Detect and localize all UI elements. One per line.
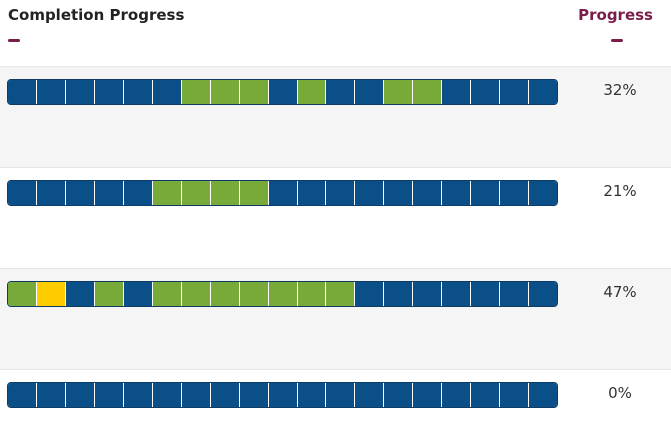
- progress-segment-green: [239, 80, 269, 104]
- progress-segment-blue: [500, 282, 530, 306]
- progress-segment-blue: [36, 181, 66, 205]
- progress-segment-green: [239, 181, 269, 205]
- progress-segment-green: [210, 282, 240, 306]
- progress-segment-blue: [326, 383, 356, 407]
- progress-percent-1: 32%: [603, 81, 637, 99]
- progress-segment-blue: [8, 80, 37, 104]
- progress-segment-blue: [36, 80, 66, 104]
- progress-segment-green: [181, 282, 211, 306]
- progress-segment-green: [297, 282, 327, 306]
- progress-segment-blue: [384, 181, 414, 205]
- progress-segment-blue: [8, 383, 37, 407]
- progress-row-3: 47%: [0, 268, 671, 370]
- progress-segment-blue: [384, 282, 414, 306]
- progress-segment-blue: [442, 80, 472, 104]
- progress-row-1: 32%: [0, 66, 671, 168]
- progress-segment-blue: [326, 80, 356, 104]
- progress-bar-3: [7, 281, 558, 307]
- progress-row-4: 0%: [0, 369, 671, 421]
- progress-segment-blue: [500, 383, 530, 407]
- progress-segment-blue: [355, 282, 385, 306]
- progress-segment-blue: [123, 282, 153, 306]
- progress-percent-4: 0%: [608, 384, 632, 402]
- progress-segment-blue: [471, 181, 501, 205]
- progress-segment-blue: [65, 383, 95, 407]
- progress-segment-blue: [297, 181, 327, 205]
- progress-percent-3: 47%: [603, 283, 637, 301]
- progress-segment-blue: [413, 282, 443, 306]
- title-underline: [8, 39, 20, 42]
- progress-segment-green: [413, 80, 443, 104]
- progress-segment-blue: [123, 383, 153, 407]
- progress-segment-blue: [529, 80, 557, 104]
- progress-segment-green: [152, 282, 182, 306]
- progress-segment-blue: [152, 80, 182, 104]
- progress-segment-blue: [8, 181, 37, 205]
- progress-segment-blue: [471, 383, 501, 407]
- progress-column-title: Progress: [578, 6, 653, 24]
- progress-segment-green: [181, 181, 211, 205]
- progress-segment-blue: [65, 181, 95, 205]
- progress-segment-blue: [268, 181, 298, 205]
- progress-segment-blue: [94, 80, 124, 104]
- progress-segment-green: [326, 282, 356, 306]
- progress-segment-blue: [355, 181, 385, 205]
- progress-segment-green: [94, 282, 124, 306]
- progress-bar-2: [7, 180, 558, 206]
- progress-segment-yellow: [36, 282, 66, 306]
- progress-segment-green: [210, 80, 240, 104]
- progress-segment-blue: [268, 383, 298, 407]
- progress-segment-blue: [355, 383, 385, 407]
- progress-segment-blue: [529, 282, 557, 306]
- progress-segment-green: [297, 80, 327, 104]
- progress-segment-blue: [442, 181, 472, 205]
- progress-segment-blue: [123, 181, 153, 205]
- progress-segment-blue: [297, 383, 327, 407]
- progress-percent-2: 21%: [603, 182, 637, 200]
- progress-bar-4: [7, 382, 558, 408]
- progress-segment-blue: [210, 383, 240, 407]
- progress-segment-green: [384, 80, 414, 104]
- progress-underline: [611, 39, 623, 42]
- progress-segment-blue: [239, 383, 269, 407]
- progress-segment-blue: [94, 181, 124, 205]
- progress-segment-green: [8, 282, 37, 306]
- progress-segment-blue: [36, 383, 66, 407]
- table-header: Completion Progress Progress: [0, 0, 671, 66]
- progress-segment-blue: [529, 383, 557, 407]
- progress-segment-blue: [471, 80, 501, 104]
- progress-segment-blue: [471, 282, 501, 306]
- progress-segment-blue: [442, 282, 472, 306]
- progress-segment-blue: [442, 383, 472, 407]
- progress-segment-blue: [152, 383, 182, 407]
- progress-segment-green: [181, 80, 211, 104]
- progress-segment-blue: [181, 383, 211, 407]
- progress-segment-blue: [268, 80, 298, 104]
- progress-segment-blue: [123, 80, 153, 104]
- progress-segment-blue: [500, 181, 530, 205]
- progress-segment-blue: [529, 181, 557, 205]
- progress-segment-blue: [65, 282, 95, 306]
- progress-bar-1: [7, 79, 558, 105]
- progress-segment-blue: [413, 383, 443, 407]
- progress-segment-blue: [413, 181, 443, 205]
- completion-progress-title: Completion Progress: [8, 6, 185, 24]
- progress-row-2: 21%: [0, 167, 671, 269]
- progress-segment-blue: [355, 80, 385, 104]
- progress-segment-green: [210, 181, 240, 205]
- progress-segment-blue: [326, 181, 356, 205]
- progress-segment-green: [239, 282, 269, 306]
- progress-segment-blue: [65, 80, 95, 104]
- progress-segment-blue: [94, 383, 124, 407]
- progress-segment-blue: [500, 80, 530, 104]
- progress-segment-blue: [384, 383, 414, 407]
- progress-segment-green: [152, 181, 182, 205]
- progress-segment-green: [268, 282, 298, 306]
